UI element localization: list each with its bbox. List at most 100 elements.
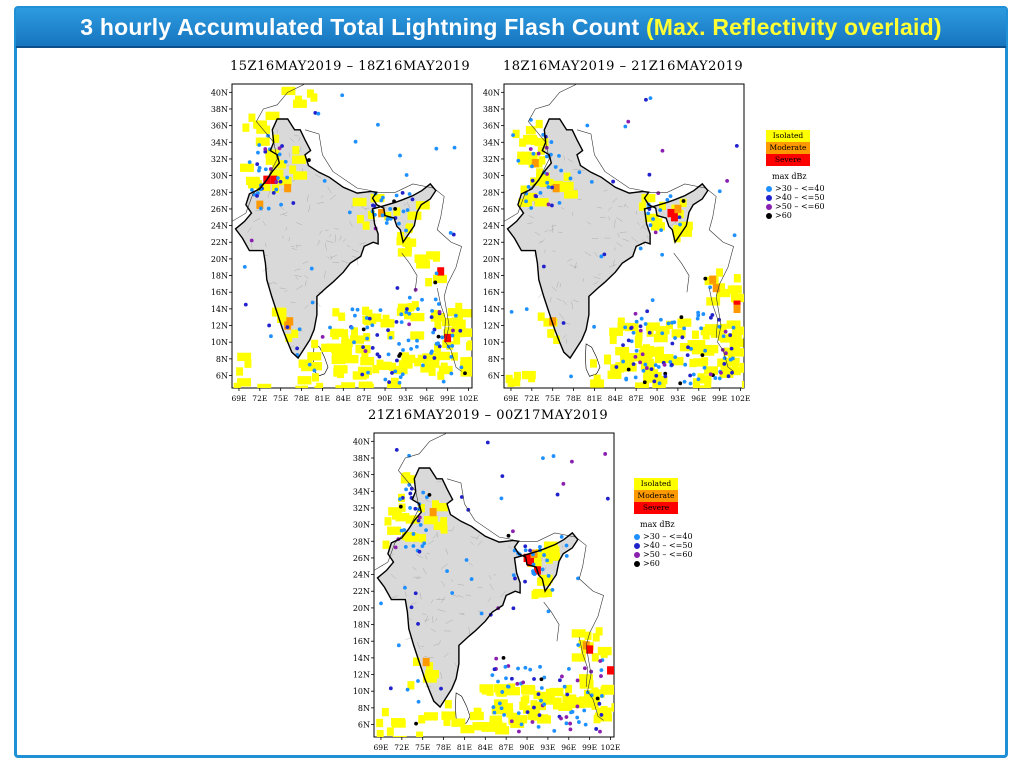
lat-label: 16N — [483, 288, 500, 297]
panel-2-title: 18Z16MAY2019 – 21Z16MAY2019 — [503, 59, 744, 74]
lat-label: 26N — [353, 554, 370, 563]
lon-label: 90E — [520, 743, 535, 752]
lon-label: 99E — [582, 743, 597, 752]
lat-label: 38N — [211, 105, 228, 114]
lat-label: 14N — [353, 654, 370, 663]
dbz-40-50-label: >40 – <=50 — [775, 193, 825, 202]
lat-label: 20N — [483, 255, 500, 264]
lon-label: 102E — [731, 394, 751, 403]
lat-label: 16N — [353, 637, 370, 646]
dbz-50-60-dot — [766, 203, 772, 210]
lon-label: 99E — [440, 394, 455, 403]
lat-label: 8N — [216, 355, 228, 364]
lat-label: 12N — [483, 322, 500, 331]
lat-label: 18N — [211, 272, 228, 281]
lat-label: 34N — [211, 138, 228, 147]
legend-max-dbz-title: max dBz — [772, 172, 807, 181]
lat-label: 36N — [211, 122, 228, 131]
dbz-50-60-label: >50 – <=60 — [643, 550, 693, 559]
lon-label: 78E — [436, 743, 451, 752]
dbz-60-label: >60 — [775, 211, 792, 220]
lon-label: 102E — [601, 743, 621, 752]
lon-label: 75E — [273, 394, 288, 403]
lat-label: 32N — [483, 155, 500, 164]
lon-label: 93E — [398, 394, 413, 403]
legend-moderate-swatch: Moderate — [634, 490, 678, 502]
lat-label: 26N — [483, 205, 500, 214]
lat-label: 28N — [211, 188, 228, 197]
lon-label: 69E — [231, 394, 246, 403]
lon-label: 87E — [499, 743, 514, 752]
lat-label: 22N — [353, 587, 370, 596]
legend-isolated-swatch: Isolated — [634, 478, 678, 490]
lat-label: 16N — [211, 288, 228, 297]
panel-1-title: 15Z16MAY2019 – 18Z16MAY2019 — [230, 59, 471, 74]
lat-label: 18N — [483, 272, 500, 281]
lon-label: 81E — [315, 394, 330, 403]
lat-label: 12N — [353, 671, 370, 680]
dbz-40-50-dot — [766, 194, 772, 201]
lat-label: 22N — [483, 238, 500, 247]
lon-label: 75E — [415, 743, 430, 752]
dbz-30-40-dot — [634, 533, 640, 540]
legend-1: Isolated Moderate Severe max dBz >30 – <… — [766, 130, 825, 220]
legend-2: Isolated Moderate Severe max dBz >30 – <… — [634, 478, 693, 568]
lon-label: 72E — [394, 743, 409, 752]
lat-label: 30N — [353, 521, 370, 530]
lat-label: 34N — [483, 138, 500, 147]
lat-label: 24N — [211, 222, 228, 231]
lat-label: 22N — [211, 238, 228, 247]
dbz-30-40-label: >30 – <=40 — [643, 532, 693, 541]
lat-label: 28N — [483, 188, 500, 197]
lon-label: 99E — [712, 394, 727, 403]
lat-label: 6N — [358, 721, 370, 730]
lat-label: 30N — [211, 172, 228, 181]
lat-label: 40N — [353, 437, 370, 446]
lat-label: 38N — [353, 454, 370, 463]
legend-severe-swatch: Severe — [634, 502, 678, 514]
dbz-60-dot — [634, 560, 640, 567]
lat-label: 8N — [358, 704, 370, 713]
legend-moderate-swatch: Moderate — [766, 142, 810, 154]
lon-label: 78E — [294, 394, 309, 403]
lat-label: 34N — [353, 487, 370, 496]
lon-label: 78E — [566, 394, 581, 403]
lat-label: 10N — [353, 687, 370, 696]
dbz-60-dot — [766, 212, 772, 219]
lat-label: 28N — [353, 537, 370, 546]
legend-isolated-swatch: Isolated — [766, 130, 810, 142]
lon-label: 93E — [540, 743, 555, 752]
lat-label: 24N — [353, 571, 370, 580]
dbz-30-40-dot — [766, 185, 772, 192]
lat-label: 6N — [216, 372, 228, 381]
lat-label: 24N — [483, 222, 500, 231]
dbz-30-40-label: >30 – <=40 — [775, 184, 825, 193]
slide-title: 3 hourly Accumulated Total Lightning Fla… — [80, 13, 942, 40]
legend-severe-swatch: Severe — [766, 154, 810, 166]
dbz-60-label: >60 — [643, 559, 660, 568]
lon-label: 90E — [378, 394, 393, 403]
lon-label: 69E — [373, 743, 388, 752]
lon-label: 81E — [457, 743, 472, 752]
lat-label: 36N — [353, 471, 370, 480]
lon-label: 84E — [478, 743, 493, 752]
dbz-50-60-label: >50 – <=60 — [775, 202, 825, 211]
lat-label: 30N — [483, 172, 500, 181]
lat-label: 20N — [211, 255, 228, 264]
lon-label: 75E — [545, 394, 560, 403]
lon-label: 72E — [524, 394, 539, 403]
lat-label: 40N — [483, 88, 500, 97]
lon-label: 90E — [650, 394, 665, 403]
lon-label: 96E — [561, 743, 576, 752]
lat-label: 8N — [488, 355, 500, 364]
title-bar: 3 hourly Accumulated Total Lightning Fla… — [16, 8, 1006, 48]
lon-label: 87E — [629, 394, 644, 403]
lat-label: 32N — [353, 504, 370, 513]
legend-max-dbz-title: max dBz — [640, 520, 675, 529]
lightning-map-2: 40N 38N 36N 34N 32N 30N 28N 26N 24N 22N 20N 18N 16N 1… — [483, 83, 751, 403]
lon-label: 72E — [252, 394, 267, 403]
lat-label: 32N — [211, 155, 228, 164]
lat-label: 40N — [211, 88, 228, 97]
lat-label: 12N — [211, 322, 228, 331]
dbz-40-50-dot — [634, 542, 640, 549]
